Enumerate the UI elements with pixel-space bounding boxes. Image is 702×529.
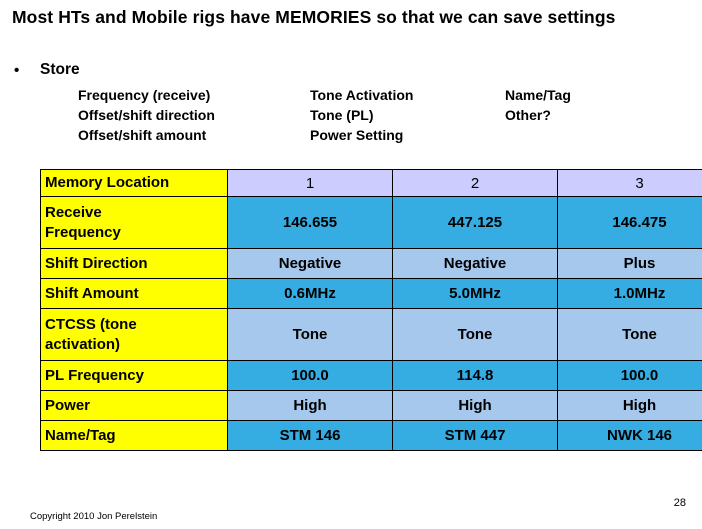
store-item: Tone (PL) xyxy=(310,107,374,123)
bullet-icon: • xyxy=(14,62,20,79)
table-row-ctcss: CTCSS (tone activation) Tone Tone Tone xyxy=(40,308,702,361)
store-settings-column-2: Tone Activation Tone (PL) Power Setting xyxy=(310,85,505,145)
memory-location-2: 2 xyxy=(392,169,558,197)
table-cell: 146.655 xyxy=(227,196,393,249)
table-row-receive-frequency: Receive Frequency 146.655 447.125 146.47… xyxy=(40,196,702,249)
store-item: Offset/shift direction xyxy=(78,107,215,123)
table-cell: 447.125 xyxy=(392,196,558,249)
copyright-text: Copyright 2010 Jon Perelstein xyxy=(30,511,158,522)
table-header-row: Memory Location 1 2 3 xyxy=(40,169,702,197)
table-cell: 5.0MHz xyxy=(392,278,558,309)
row-label: Shift Amount xyxy=(40,278,228,309)
row-label: Power xyxy=(40,390,228,421)
store-settings-column-3: Name/Tag Other? xyxy=(505,85,685,145)
table-cell: Negative xyxy=(392,248,558,279)
table-cell: STM 146 xyxy=(227,420,393,451)
table-cell: High xyxy=(392,390,558,421)
memory-location-1: 1 xyxy=(227,169,393,197)
slide-title: Most HTs and Mobile rigs have MEMORIES s… xyxy=(12,7,616,27)
table-cell: Negative xyxy=(227,248,393,279)
store-item: Name/Tag xyxy=(505,87,571,103)
table-cell: High xyxy=(557,390,702,421)
memory-table: Memory Location 1 2 3 Receive Frequency … xyxy=(40,169,702,451)
table-cell: 146.475 xyxy=(557,196,702,249)
table-row-pl-frequency: PL Frequency 100.0 114.8 100.0 xyxy=(40,360,702,391)
store-item: Offset/shift amount xyxy=(78,127,207,143)
table-row-shift-direction: Shift Direction Negative Negative Plus xyxy=(40,248,702,279)
table-row-power: Power High High High xyxy=(40,390,702,421)
store-item: Power Setting xyxy=(310,127,404,143)
store-heading: Store xyxy=(40,61,80,78)
table-cell: 100.0 xyxy=(227,360,393,391)
store-settings-column-1: Frequency (receive) Offset/shift directi… xyxy=(78,85,310,145)
row-label: PL Frequency xyxy=(40,360,228,391)
table-cell: STM 447 xyxy=(392,420,558,451)
store-item: Other? xyxy=(505,107,551,123)
row-label: Name/Tag xyxy=(40,420,228,451)
table-cell: NWK 146 xyxy=(557,420,702,451)
table-cell: 0.6MHz xyxy=(227,278,393,309)
table-cell: 1.0MHz xyxy=(557,278,702,309)
row-label: CTCSS (tone activation) xyxy=(40,308,228,361)
row-label: Receive Frequency xyxy=(40,196,228,249)
store-item: Frequency (receive) xyxy=(78,87,211,103)
table-row-name-tag: Name/Tag STM 146 STM 447 NWK 146 xyxy=(40,420,702,451)
row-label: Shift Direction xyxy=(40,248,228,279)
table-header-label: Memory Location xyxy=(40,169,228,197)
table-cell: 100.0 xyxy=(557,360,702,391)
memory-location-3: 3 xyxy=(557,169,702,197)
table-cell: Plus xyxy=(557,248,702,279)
page-number: 28 xyxy=(673,497,686,509)
table-row-shift-amount: Shift Amount 0.6MHz 5.0MHz 1.0MHz xyxy=(40,278,702,309)
store-settings-list: Frequency (receive) Offset/shift directi… xyxy=(78,85,685,145)
table-cell: Tone xyxy=(392,308,558,361)
store-item: Tone Activation xyxy=(310,87,414,103)
table-cell: Tone xyxy=(557,308,702,361)
table-cell: 114.8 xyxy=(392,360,558,391)
table-cell: High xyxy=(227,390,393,421)
table-cell: Tone xyxy=(227,308,393,361)
